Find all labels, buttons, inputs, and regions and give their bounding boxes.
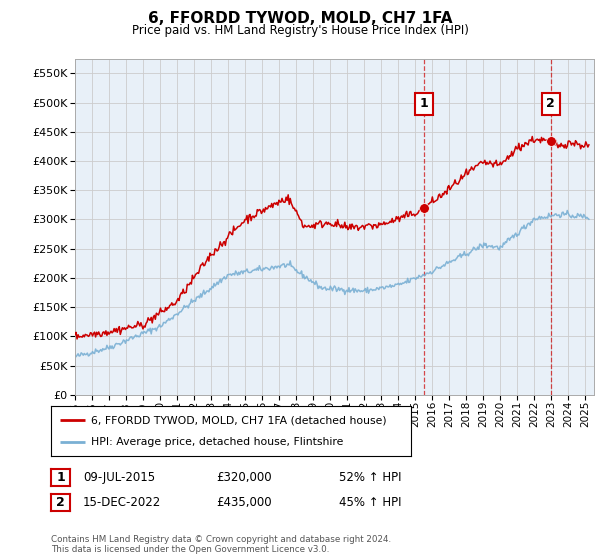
Text: £320,000: £320,000	[216, 470, 272, 484]
Text: £435,000: £435,000	[216, 496, 272, 509]
Text: 6, FFORDD TYWOD, MOLD, CH7 1FA (detached house): 6, FFORDD TYWOD, MOLD, CH7 1FA (detached…	[91, 415, 386, 425]
Text: 52% ↑ HPI: 52% ↑ HPI	[339, 470, 401, 484]
Text: 2: 2	[547, 97, 555, 110]
Text: 6, FFORDD TYWOD, MOLD, CH7 1FA: 6, FFORDD TYWOD, MOLD, CH7 1FA	[148, 11, 452, 26]
Text: Price paid vs. HM Land Registry's House Price Index (HPI): Price paid vs. HM Land Registry's House …	[131, 24, 469, 36]
Text: 1: 1	[56, 470, 65, 484]
Text: 45% ↑ HPI: 45% ↑ HPI	[339, 496, 401, 509]
Text: 09-JUL-2015: 09-JUL-2015	[83, 470, 155, 484]
Text: HPI: Average price, detached house, Flintshire: HPI: Average price, detached house, Flin…	[91, 437, 343, 447]
Text: 2: 2	[56, 496, 65, 509]
Text: 15-DEC-2022: 15-DEC-2022	[83, 496, 161, 509]
Text: 1: 1	[420, 97, 428, 110]
Text: Contains HM Land Registry data © Crown copyright and database right 2024.
This d: Contains HM Land Registry data © Crown c…	[51, 535, 391, 554]
